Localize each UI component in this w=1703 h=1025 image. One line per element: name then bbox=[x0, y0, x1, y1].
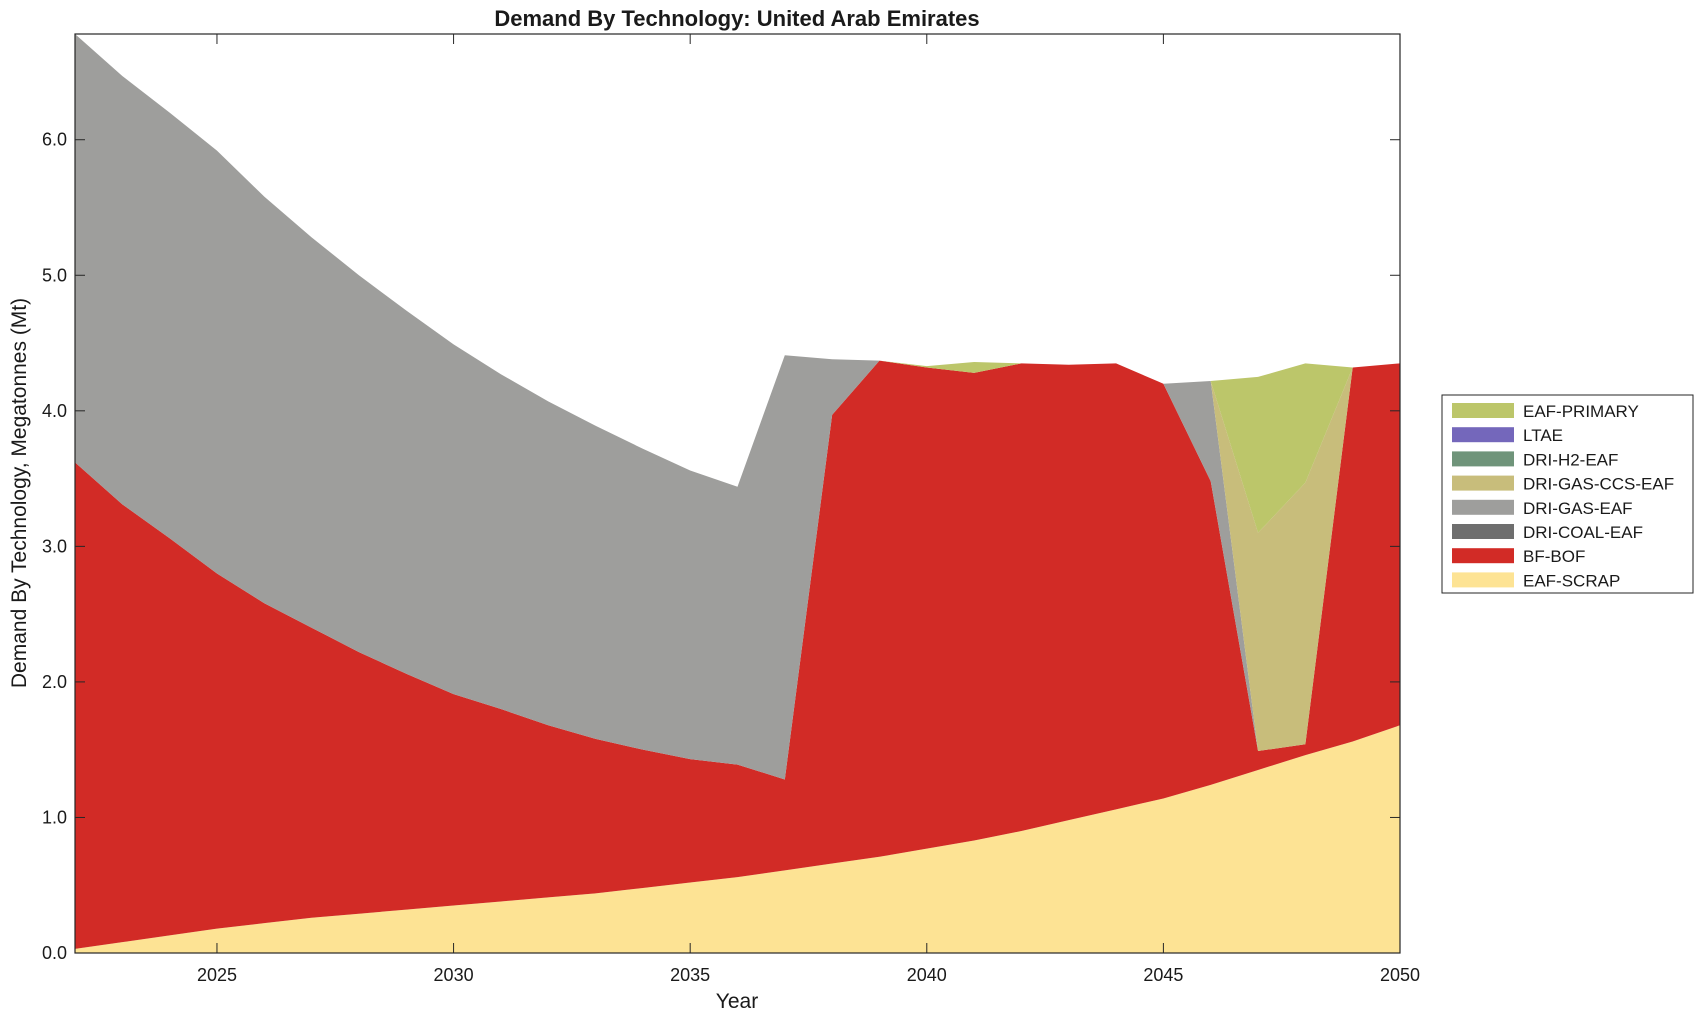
legend-swatch-dri-gas-ccs-eaf bbox=[1452, 475, 1514, 491]
area-bf-bof bbox=[75, 360, 1400, 949]
x-tick-label: 2045 bbox=[1143, 965, 1183, 985]
area-layers bbox=[75, 34, 1400, 953]
y-tick-label: 3.0 bbox=[42, 536, 67, 556]
area-dri-gas-ccs-eaf bbox=[75, 34, 1400, 752]
legend-label-eaf-primary: EAF-PRIMARY bbox=[1523, 402, 1639, 421]
x-tick-label: 2040 bbox=[907, 965, 947, 985]
legend-label-ltae: LTAE bbox=[1523, 426, 1563, 445]
y-tick-label: 0.0 bbox=[42, 943, 67, 963]
legend-swatch-ltae bbox=[1452, 427, 1514, 443]
y-tick-label: 4.0 bbox=[42, 401, 67, 421]
legend-swatch-bf-bof bbox=[1452, 548, 1514, 564]
area-eaf-primary bbox=[75, 34, 1400, 533]
legend: EAF-PRIMARY LTAE DRI-H2-EAF DRI-GAS-CCS-EAF… bbox=[1441, 394, 1694, 594]
legend-swatch-eaf-scrap bbox=[1452, 572, 1514, 588]
x-tick-label: 2035 bbox=[670, 965, 710, 985]
area-dri-gas-eaf bbox=[75, 34, 1400, 780]
x-axis-label: Year bbox=[716, 990, 758, 1013]
x-tick-label: 2050 bbox=[1380, 965, 1420, 985]
y-tick-label: 5.0 bbox=[42, 265, 67, 285]
legend-label-dri-gas-eaf: DRI-GAS-EAF bbox=[1523, 499, 1633, 518]
chart-title: Demand By Technology: United Arab Emirat… bbox=[494, 6, 979, 31]
legend-label-dri-h2-eaf: DRI-H2-EAF bbox=[1523, 450, 1618, 469]
plot-frame bbox=[74, 33, 1401, 954]
y-tick-label: 2.0 bbox=[42, 672, 67, 692]
legend-swatch-dri-coal-eaf bbox=[1452, 524, 1514, 539]
y-tick-label: 6.0 bbox=[42, 130, 67, 150]
y-tick-label: 1.0 bbox=[42, 807, 67, 827]
legend-swatch-dri-gas-eaf bbox=[1452, 499, 1514, 515]
legend-label-dri-coal-eaf: DRI-COAL-EAF bbox=[1523, 523, 1643, 542]
y-axis-label: Demand By Technology, Megatonnes (Mt) bbox=[8, 298, 31, 688]
x-tick-label: 2025 bbox=[197, 965, 237, 985]
legend-label-eaf-scrap: EAF-SCRAP bbox=[1523, 571, 1620, 590]
axis-ticks: 2025 2030 2035 2040 2045 2050 0.0 1.0 2.0 3.0 4.0 5… bbox=[42, 34, 1420, 985]
area-eaf-scrap bbox=[75, 725, 1400, 953]
legend-label-dri-gas-ccs-eaf: DRI-GAS-CCS-EAF bbox=[1523, 475, 1674, 494]
legend-swatch-dri-h2-eaf bbox=[1452, 451, 1514, 467]
x-tick-label: 2030 bbox=[434, 965, 474, 985]
legend-swatch-eaf-primary bbox=[1452, 403, 1514, 418]
legend-label-bf-bof: BF-BOF bbox=[1523, 547, 1585, 566]
